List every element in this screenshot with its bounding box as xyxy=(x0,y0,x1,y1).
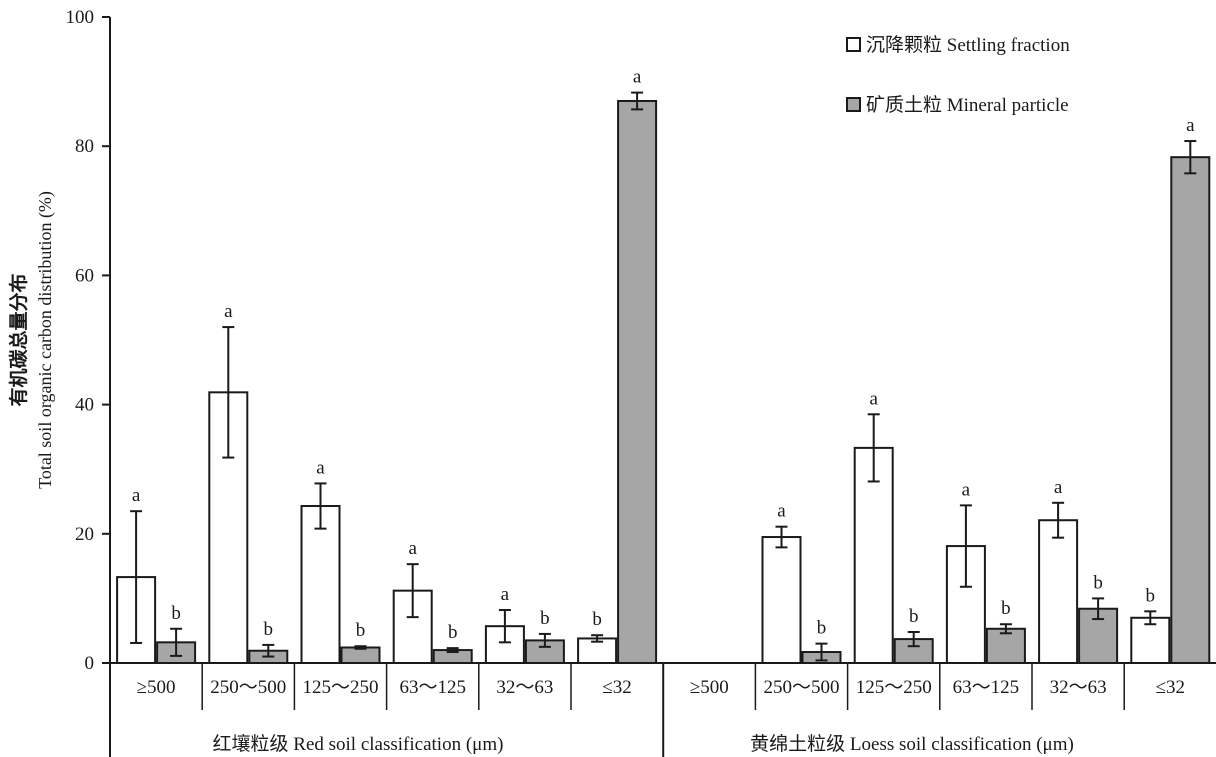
y-axis-title-zh: 有机碳总量分布 xyxy=(7,273,30,406)
significance-letter: a xyxy=(132,485,141,506)
group-label-loess-soil: 黄绵土粒级 Loess soil classification (μm) xyxy=(750,733,1074,755)
category-label: ≥500 xyxy=(137,677,176,698)
legend: 沉降颗粒 Settling fraction 矿质土粒 Mineral part… xyxy=(846,34,1070,116)
category-label: 63～125 xyxy=(953,677,1020,698)
category-label: 250～500 xyxy=(763,677,839,698)
mineral-bar xyxy=(340,646,381,664)
category-label: 32～63 xyxy=(1050,677,1107,698)
settling-bar xyxy=(300,505,341,664)
significance-letter: a xyxy=(962,479,971,500)
y-tick-label: 40 xyxy=(75,395,94,416)
legend-swatch-settling xyxy=(846,37,861,52)
significance-letter: a xyxy=(869,388,878,409)
significance-letter: a xyxy=(1186,115,1195,136)
category-label: 63～125 xyxy=(399,677,466,698)
axes xyxy=(102,16,1216,757)
significance-letter: a xyxy=(777,501,786,522)
y-tick-label: 20 xyxy=(75,524,94,545)
bars xyxy=(116,91,1211,665)
legend-swatch-mineral xyxy=(846,97,861,112)
y-tick-label: 100 xyxy=(66,7,95,28)
significance-letter: a xyxy=(501,584,510,605)
significance-letter: b xyxy=(1093,572,1103,593)
y-axis-title-en: Total soil organic carbon distribution (… xyxy=(35,191,56,489)
mineral-bar xyxy=(617,99,658,665)
significance-letter: b xyxy=(356,620,366,641)
category-label: 250～500 xyxy=(210,677,286,698)
significance-letter: b xyxy=(448,622,458,643)
significance-letter: a xyxy=(633,67,642,88)
significance-letter: b xyxy=(1146,585,1156,606)
settling-bar xyxy=(853,446,894,664)
settling-bar xyxy=(761,536,802,665)
category-label: 125～250 xyxy=(302,677,378,698)
legend-label-settling: 沉降颗粒 Settling fraction xyxy=(866,34,1070,56)
significance-letter: a xyxy=(408,538,417,559)
significance-letter: b xyxy=(592,609,602,630)
category-label: 32～63 xyxy=(496,677,553,698)
significance-letter: b xyxy=(817,618,827,639)
significance-letter: b xyxy=(1001,598,1011,619)
category-label: ≤32 xyxy=(602,677,631,698)
significance-letter: b xyxy=(540,608,550,629)
mineral-bar xyxy=(1170,156,1211,664)
legend-label-mineral: 矿质土粒 Mineral particle xyxy=(866,94,1069,116)
group-label-red-soil: 红壤粒级 Red soil classification (μm) xyxy=(213,733,504,755)
category-label: 125～250 xyxy=(856,677,932,698)
significance-letter: a xyxy=(224,301,233,322)
significance-letter: b xyxy=(909,606,919,627)
significance-letter: b xyxy=(171,603,181,624)
y-tick-label: 80 xyxy=(75,136,94,157)
significance-letter: a xyxy=(316,457,325,478)
settling-bar xyxy=(1038,519,1079,665)
mineral-bar xyxy=(985,627,1026,665)
category-label: ≥500 xyxy=(690,677,729,698)
category-label: ≤32 xyxy=(1156,677,1185,698)
y-tick-label: 0 xyxy=(85,653,95,674)
significance-letter: b xyxy=(264,619,274,640)
y-tick-label: 60 xyxy=(75,265,94,286)
labels: 0 20 40 60 80 100 ≥500 250～500 125～250 63～125 32～6… xyxy=(66,7,1196,698)
significance-letter: a xyxy=(1054,477,1063,498)
